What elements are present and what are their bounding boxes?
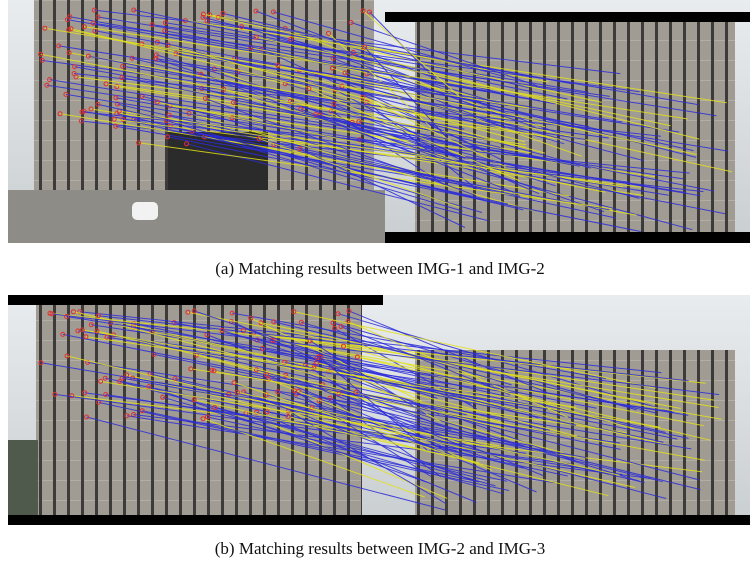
panel-a bbox=[8, 0, 750, 243]
panel-b bbox=[8, 295, 750, 525]
trees bbox=[8, 440, 38, 515]
building bbox=[415, 350, 735, 515]
car bbox=[132, 202, 158, 220]
caption: (a) Matching results between IMG-1 and I… bbox=[215, 259, 545, 278]
black-border bbox=[385, 232, 750, 243]
ground bbox=[8, 190, 385, 243]
black-border bbox=[8, 515, 750, 525]
caption: (b) Matching results between IMG-2 and I… bbox=[215, 539, 545, 558]
black-border bbox=[385, 12, 750, 22]
figure: (a) Matching results between IMG-1 and I… bbox=[0, 0, 750, 561]
black-border bbox=[8, 295, 383, 305]
entrance bbox=[168, 132, 268, 192]
